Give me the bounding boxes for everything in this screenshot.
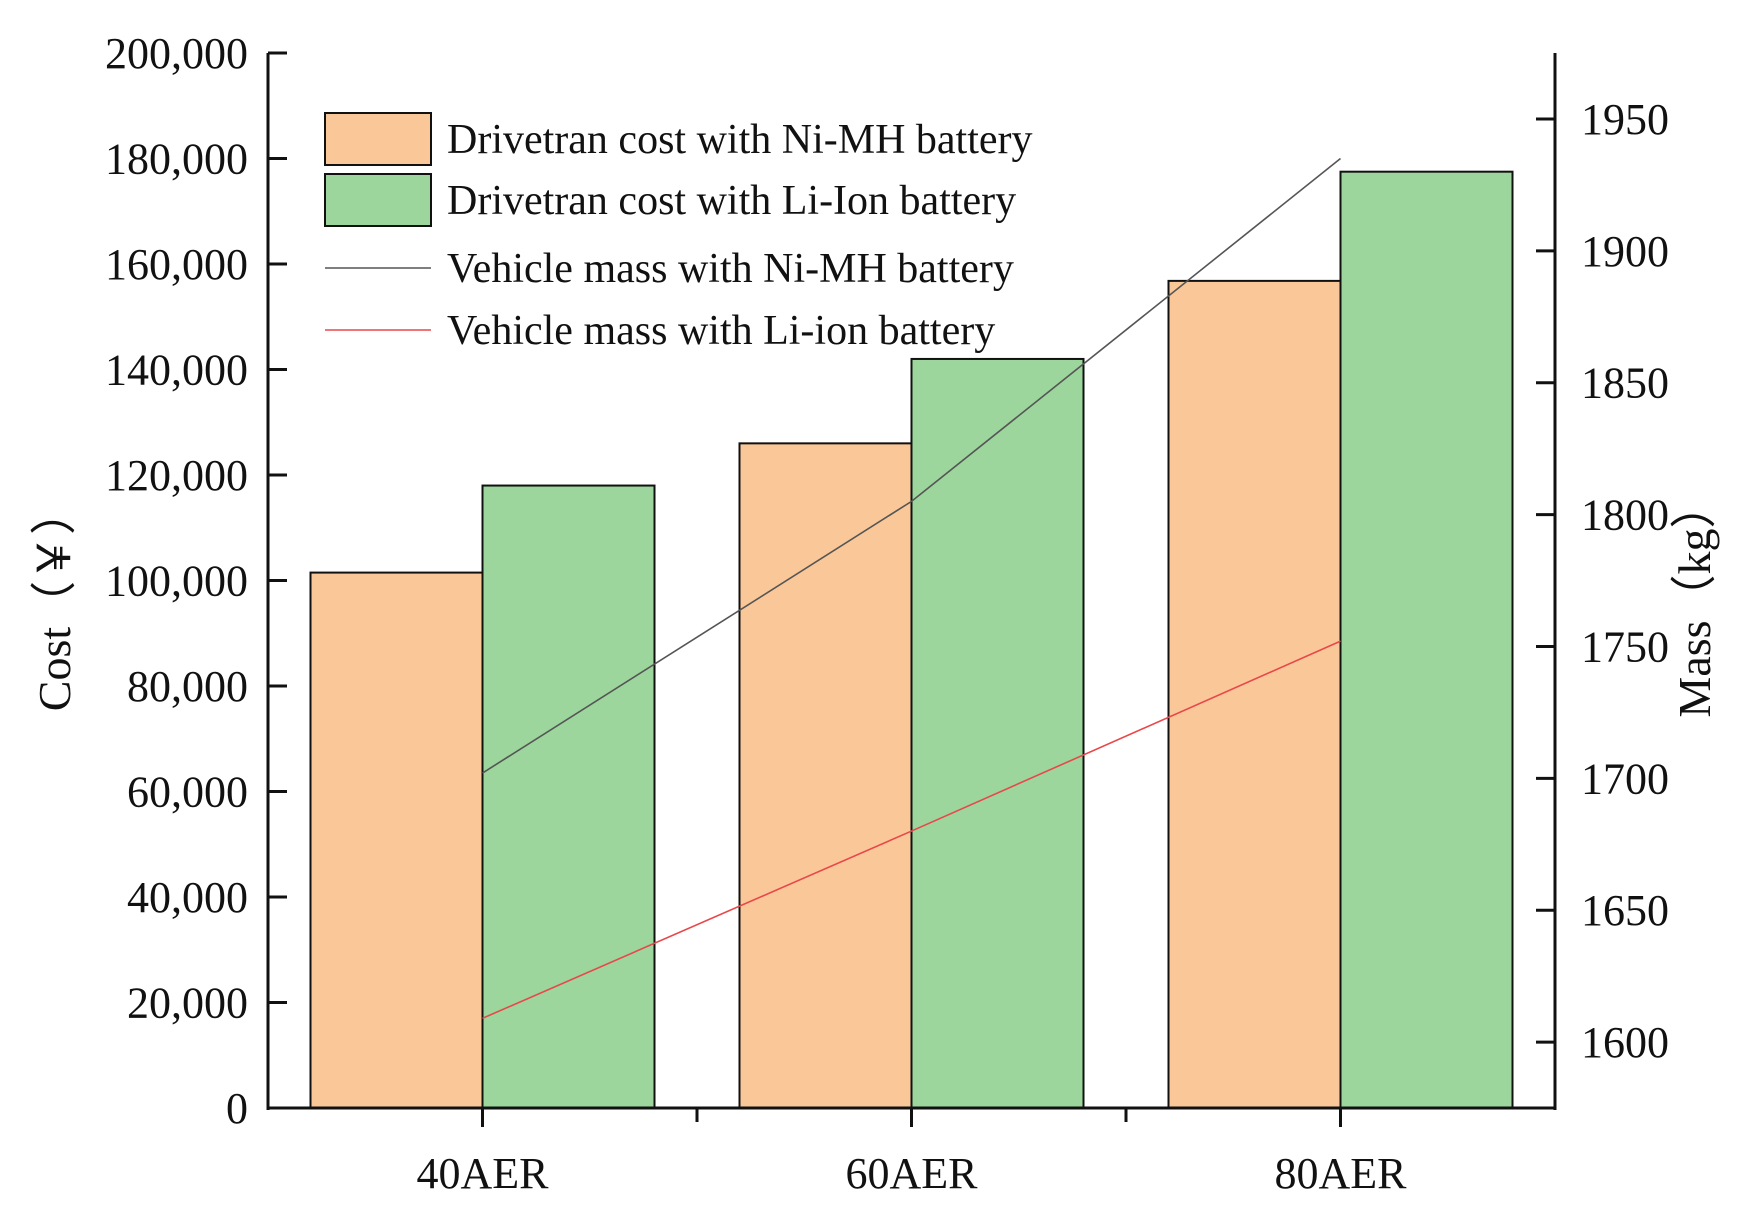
legend-label: Vehicle mass with Li-ion battery (447, 308, 995, 354)
y-tick-label: 100,000 (105, 557, 248, 606)
y-tick-label: 160,000 (105, 240, 248, 289)
bar-liion-cost-60aer (910, 357, 1085, 1109)
line-nimh-mass (482, 157, 1341, 774)
bars-layer (309, 170, 1514, 1110)
legend-swatch-liion-cost (324, 173, 432, 227)
y-tick-label: 0 (226, 1084, 248, 1133)
y-tick-label: 200,000 (105, 29, 248, 78)
y-tick-label: 80,000 (127, 662, 248, 711)
y-tick-label: 20,000 (127, 979, 248, 1028)
legend: Drivetran cost with Ni-MH battery Drivetr… (324, 112, 1033, 354)
bar-liion-cost-80aer (1339, 170, 1514, 1109)
x-tick-label: 80AER (1275, 1149, 1408, 1198)
y2-tick-label: 1800 (1581, 491, 1669, 540)
y2-axis-title: Mass（kg） (1669, 482, 1720, 717)
x-tick-label: 60AER (846, 1149, 979, 1198)
bar-nimh-cost-60aer (738, 442, 913, 1110)
bar-nimh-cost-80aer (1167, 279, 1342, 1109)
y2-tick-label: 1850 (1581, 359, 1669, 408)
legend-label: Vehicle mass with Ni-MH battery (447, 246, 1014, 292)
y-axis-title: Cost（￥） (29, 489, 80, 711)
y2-tick-label: 1900 (1581, 227, 1669, 276)
bar-liion-cost-40aer (481, 484, 656, 1109)
y-tick-label: 120,000 (105, 451, 248, 500)
y2-tick-label: 1650 (1581, 886, 1669, 935)
y-tick-label: 140,000 (105, 346, 248, 395)
line-liion-mass (482, 640, 1341, 1020)
y2-tick-label: 1950 (1581, 95, 1669, 144)
bar-nimh-cost-40aer (309, 571, 484, 1109)
legend-swatch-nimh-cost (324, 112, 432, 166)
x-tick-label: 40AER (417, 1149, 550, 1198)
y-tick-label: 180,000 (105, 135, 248, 184)
y-tick-label: 60,000 (127, 768, 248, 817)
y2-tick-label: 1700 (1581, 754, 1669, 803)
y2-tick-label: 1750 (1581, 622, 1669, 671)
axes-layer: 0 20,000 40,000 60,000 80,000 100,000 120,000 1… (105, 29, 1669, 1198)
y-tick-label: 40,000 (127, 873, 248, 922)
legend-label: Drivetran cost with Ni-MH battery (447, 117, 1033, 163)
lines-layer (482, 157, 1341, 1020)
legend-label: Drivetran cost with Li-Ion battery (447, 178, 1016, 224)
y2-tick-label: 1600 (1581, 1018, 1669, 1067)
